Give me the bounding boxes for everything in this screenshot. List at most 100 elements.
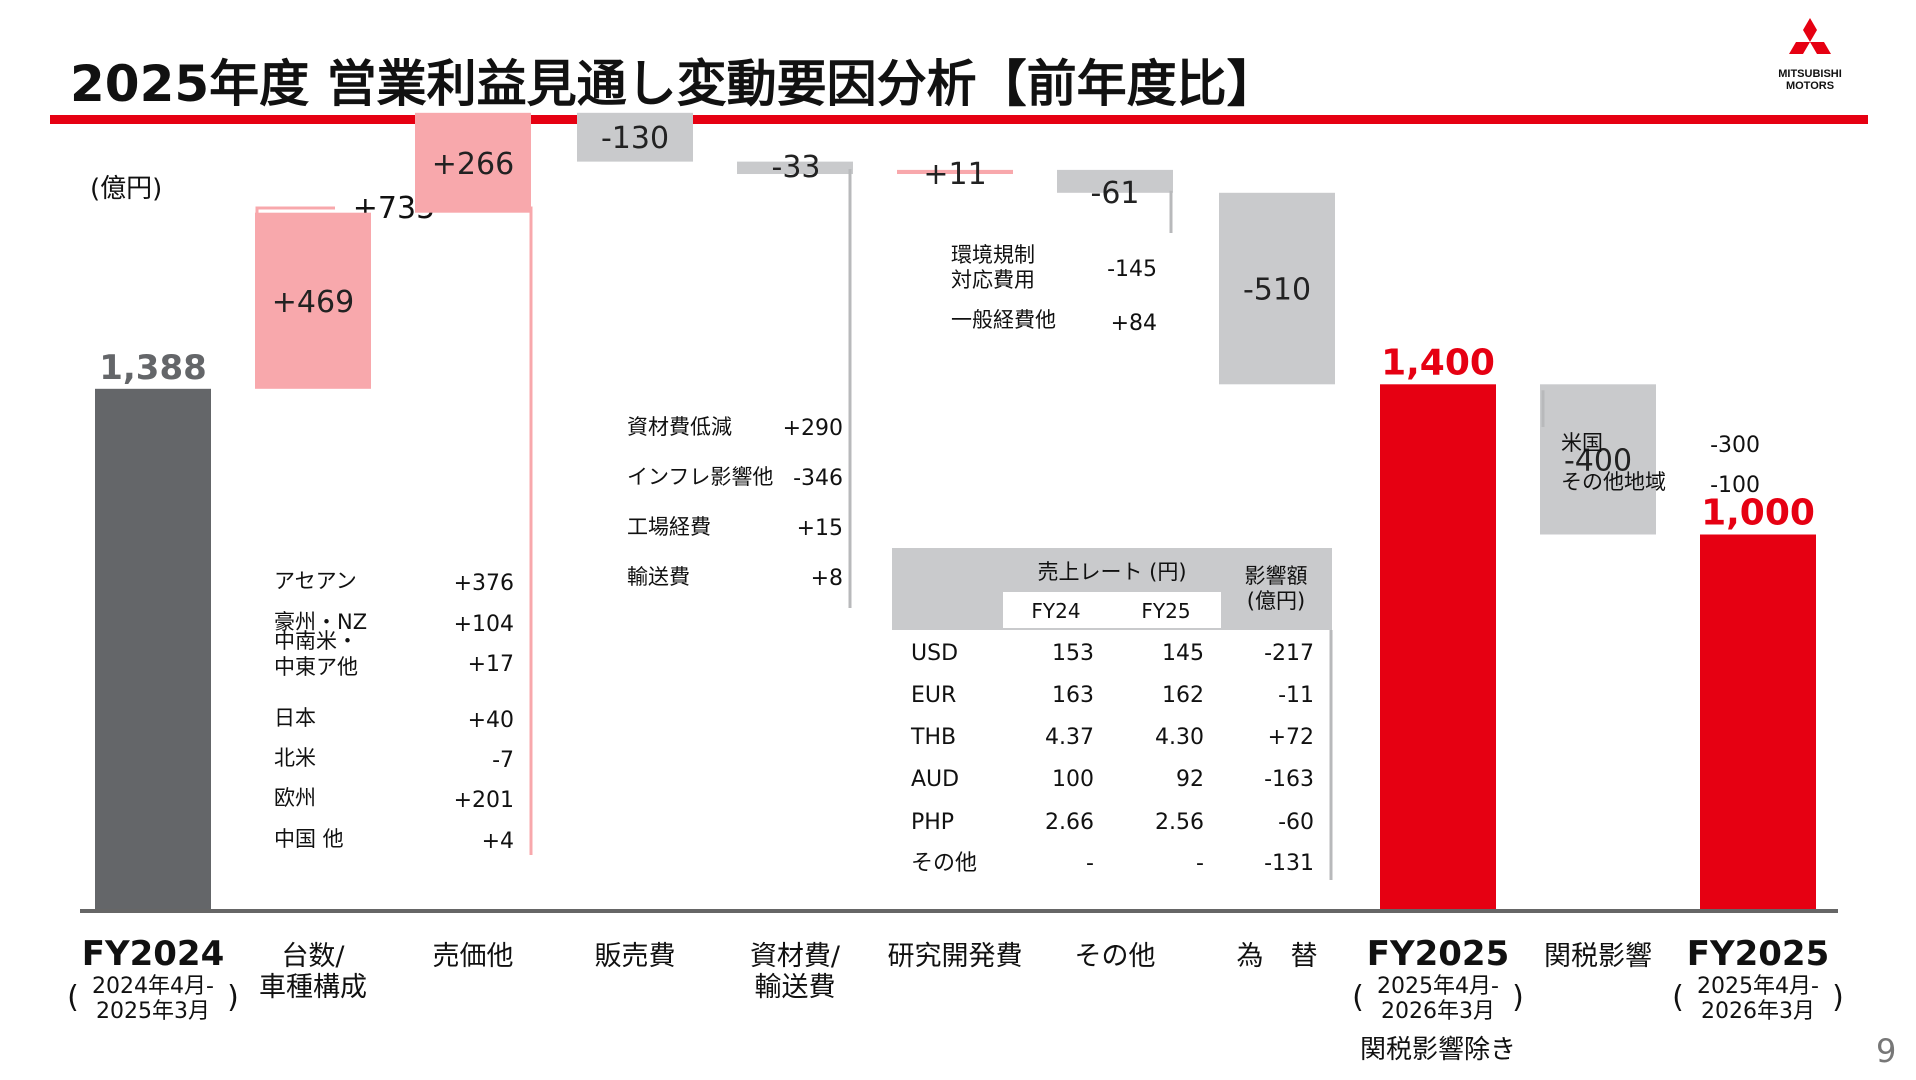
fx-row-ccy-1: EUR bbox=[911, 683, 956, 708]
category-sub1-10: 2025年4月- bbox=[1697, 974, 1819, 999]
tariff-label-0: 米国 bbox=[1561, 431, 1603, 455]
volume-mix-label-5: 欧州 bbox=[274, 786, 316, 810]
fx-header-rate: 売上レート (円) bbox=[1037, 560, 1186, 584]
volume-mix-value-2: +17 bbox=[468, 652, 514, 677]
category-label-9: 関税影響 bbox=[1544, 941, 1652, 972]
category-paren-right-8: ) bbox=[1512, 980, 1524, 1015]
fx-header-impact2: (億円) bbox=[1247, 589, 1305, 613]
logo-text-1: MITSUBISHI bbox=[1778, 68, 1842, 80]
fx-row-ccy-2: THB bbox=[910, 725, 956, 750]
category-label-8: FY2025 bbox=[1367, 934, 1509, 974]
fx-row-ccy-4: PHP bbox=[911, 810, 954, 835]
volume-mix-label-4: 北米 bbox=[274, 746, 316, 770]
category-label-7: 為 替 bbox=[1237, 941, 1318, 972]
category-label-5: 研究開発費 bbox=[888, 941, 1023, 972]
fx-row-ccy-5: その他 bbox=[911, 851, 977, 876]
material-value-2: +15 bbox=[797, 516, 843, 541]
other-label2-0: 対応費用 bbox=[951, 268, 1035, 292]
category-sub2-10: 2026年3月 bbox=[1701, 999, 1815, 1024]
bar-6 bbox=[1057, 169, 1173, 193]
fx-table-subheader-bg bbox=[1003, 592, 1221, 628]
fx-row-fy25-0: 145 bbox=[1162, 641, 1204, 666]
tariff-value-1: -100 bbox=[1710, 473, 1760, 498]
material-label-3: 輸送費 bbox=[627, 565, 690, 589]
data-label-5: +11 bbox=[923, 157, 986, 192]
category-sub2-8: 2026年3月 bbox=[1381, 999, 1495, 1024]
volume-mix-value-5: +201 bbox=[454, 788, 514, 813]
other-value-1: +84 bbox=[1111, 311, 1157, 336]
category-paren-right-0: ) bbox=[227, 980, 239, 1015]
category-label-2: 売価他 bbox=[433, 941, 514, 972]
bar-0 bbox=[95, 388, 211, 910]
fx-row-fy25-1: 162 bbox=[1162, 683, 1204, 708]
category-note-8: 関税影響除き bbox=[1360, 1035, 1516, 1065]
category-sub1-0: 2024年4月- bbox=[92, 974, 214, 999]
category-paren-left-0: ( bbox=[67, 980, 79, 1015]
material-label-1: インフレ影響他 bbox=[627, 465, 773, 489]
volume-mix-value-1: +104 bbox=[454, 612, 514, 637]
data-label-2: +266 bbox=[432, 147, 514, 182]
data-label-4: -33 bbox=[772, 150, 821, 185]
volume-mix-label-0: アセアン bbox=[274, 569, 357, 593]
title-underline bbox=[50, 115, 1868, 124]
category-label2-1: 車種構成 bbox=[259, 972, 367, 1003]
fx-row-fy25-5: - bbox=[1196, 851, 1204, 876]
fx-col-fy25: FY25 bbox=[1141, 599, 1190, 623]
data-label-7: -510 bbox=[1243, 273, 1311, 308]
material-label-2: 工場経費 bbox=[627, 515, 711, 539]
other-value-0: -145 bbox=[1107, 257, 1157, 282]
data-label-1: +469 bbox=[272, 285, 354, 320]
volume-mix-label2-2: 中東ア他 bbox=[274, 655, 358, 679]
data-label-3: -130 bbox=[601, 121, 669, 156]
data-label-9: -400 bbox=[1564, 443, 1632, 478]
material-value-3: +8 bbox=[811, 566, 843, 591]
fx-col-fy24: FY24 bbox=[1031, 599, 1080, 623]
category-label-4: 資材費/ bbox=[750, 941, 841, 972]
fx-row-impact-0: -217 bbox=[1264, 641, 1314, 666]
bar-10 bbox=[1700, 534, 1816, 910]
fx-row-fy24-2: 4.37 bbox=[1045, 725, 1094, 750]
fx-row-fy25-3: 92 bbox=[1176, 767, 1204, 792]
fx-row-fy24-4: 2.66 bbox=[1045, 810, 1094, 835]
volume-mix-value-0: +376 bbox=[454, 571, 514, 596]
fx-row-fy24-1: 163 bbox=[1052, 683, 1094, 708]
volume-mix-value-3: +40 bbox=[468, 708, 514, 733]
category-label-0: FY2024 bbox=[82, 934, 224, 974]
bar-3 bbox=[577, 112, 693, 162]
fx-row-fy25-2: 4.30 bbox=[1155, 725, 1204, 750]
logo-text-2: MOTORS bbox=[1785, 80, 1835, 92]
fx-row-impact-3: -163 bbox=[1264, 767, 1314, 792]
category-paren-right-10: ) bbox=[1832, 980, 1844, 1015]
fx-row-fy24-5: - bbox=[1086, 851, 1094, 876]
category-sub1-8: 2025年4月- bbox=[1377, 974, 1499, 999]
volume-mix-value-6: +4 bbox=[482, 829, 514, 854]
category-label-3: 販売費 bbox=[595, 941, 676, 972]
volume-mix-label-3: 日本 bbox=[274, 706, 316, 730]
category-label-1: 台数/ bbox=[281, 941, 345, 972]
bar-9 bbox=[1540, 384, 1656, 535]
bar-4 bbox=[737, 161, 853, 175]
data-label-6: -61 bbox=[1091, 176, 1140, 211]
volume-mix-value-4: -7 bbox=[492, 748, 514, 773]
data-label-0: 1,388 bbox=[99, 348, 207, 388]
bar-5 bbox=[897, 169, 1013, 175]
volume-mix-label-6: 中国 他 bbox=[274, 827, 344, 851]
data-label-8: 1,400 bbox=[1381, 342, 1495, 383]
fx-row-fy25-4: 2.56 bbox=[1155, 810, 1204, 835]
bar-8 bbox=[1380, 384, 1496, 910]
bar-2 bbox=[415, 112, 531, 213]
unit-label: (億円) bbox=[90, 174, 163, 204]
category-sub2-0: 2025年3月 bbox=[96, 999, 210, 1024]
other-label-1: 一般経費他 bbox=[951, 308, 1056, 332]
company-logo: MITSUBISHI MOTORS bbox=[1770, 18, 1850, 100]
fx-row-ccy-0: USD bbox=[911, 641, 958, 666]
fx-row-fy24-0: 153 bbox=[1052, 641, 1094, 666]
category-label2-4: 輸送費 bbox=[755, 972, 836, 1003]
volume-mix-label-2: 中南米・ bbox=[274, 629, 358, 653]
fx-row-impact-2: +72 bbox=[1268, 725, 1314, 750]
category-label-10: FY2025 bbox=[1687, 934, 1829, 974]
page-title: 2025年度 営業利益見通し変動要因分析【前年度比】 bbox=[70, 55, 1277, 113]
category-paren-left-8: ( bbox=[1352, 980, 1364, 1015]
material-label-0: 資材費低減 bbox=[627, 415, 732, 439]
